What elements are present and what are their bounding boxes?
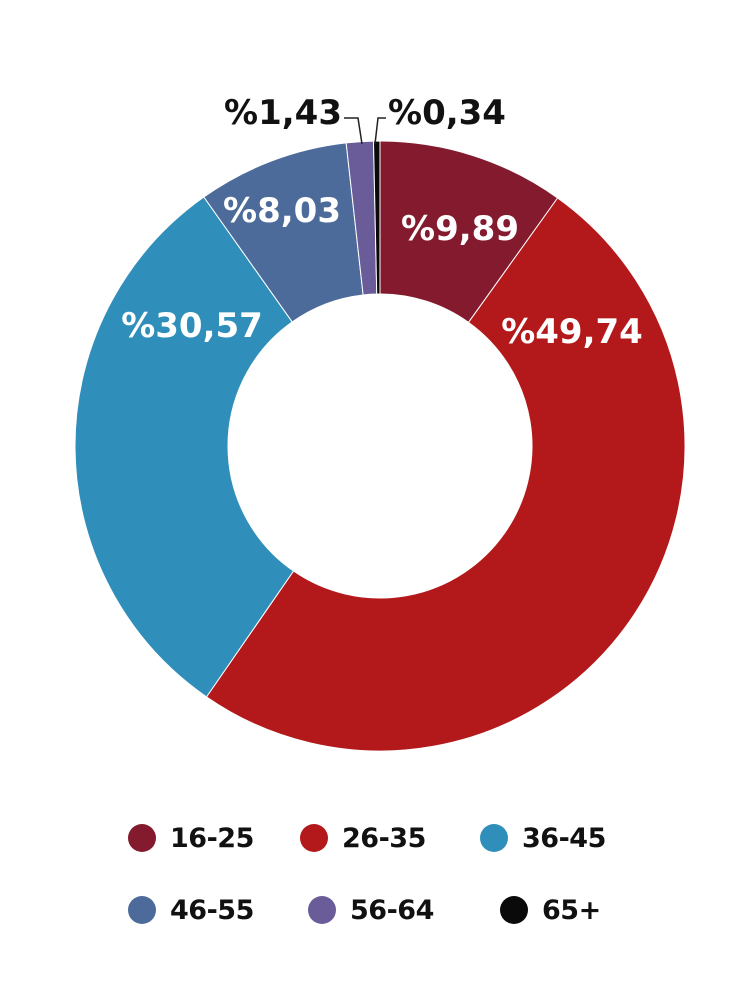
slice-label-65plus: %0,34	[388, 93, 506, 133]
slice-26-35	[205, 197, 686, 752]
donut-chart-svg: %9,89 %49,74 %30,57 %8,03 %1,43 %0,34	[74, 93, 686, 752]
legend-swatch-46-55	[128, 896, 156, 924]
legend-item-26-35: 26-35	[300, 818, 426, 858]
legend-item-65plus: 65+	[500, 890, 601, 930]
donut-chart: %9,89 %49,74 %30,57 %8,03 %1,43 %0,34	[74, 93, 686, 752]
legend-label-56-64: 56-64	[350, 894, 434, 926]
legend-item-56-64: 56-64	[308, 890, 434, 930]
legend-swatch-65plus	[500, 896, 528, 924]
slice-label-56-64: %1,43	[224, 93, 342, 133]
legend-label-16-25: 16-25	[170, 822, 254, 854]
legend-item-36-45: 36-45	[480, 818, 606, 858]
slice-label-36-45: %30,57	[121, 306, 263, 346]
slice-label-16-25: %9,89	[401, 209, 519, 249]
legend-swatch-36-45	[480, 824, 508, 852]
legend: 16-25 26-35 36-45 46-55 56-64 65+	[0, 800, 744, 960]
legend-label-36-45: 36-45	[522, 822, 606, 854]
leader-line-65plus	[374, 117, 386, 145]
legend-label-26-35: 26-35	[342, 822, 426, 854]
slice-label-46-55: %8,03	[223, 191, 341, 231]
legend-swatch-26-35	[300, 824, 328, 852]
leader-line-56-64	[344, 117, 363, 145]
legend-swatch-56-64	[308, 896, 336, 924]
legend-label-46-55: 46-55	[170, 894, 254, 926]
legend-item-46-55: 46-55	[128, 890, 254, 930]
legend-item-16-25: 16-25	[128, 818, 254, 858]
slice-36-45	[74, 196, 295, 698]
legend-label-65plus: 65+	[542, 894, 601, 926]
legend-swatch-16-25	[128, 824, 156, 852]
slice-label-26-35: %49,74	[501, 312, 643, 352]
